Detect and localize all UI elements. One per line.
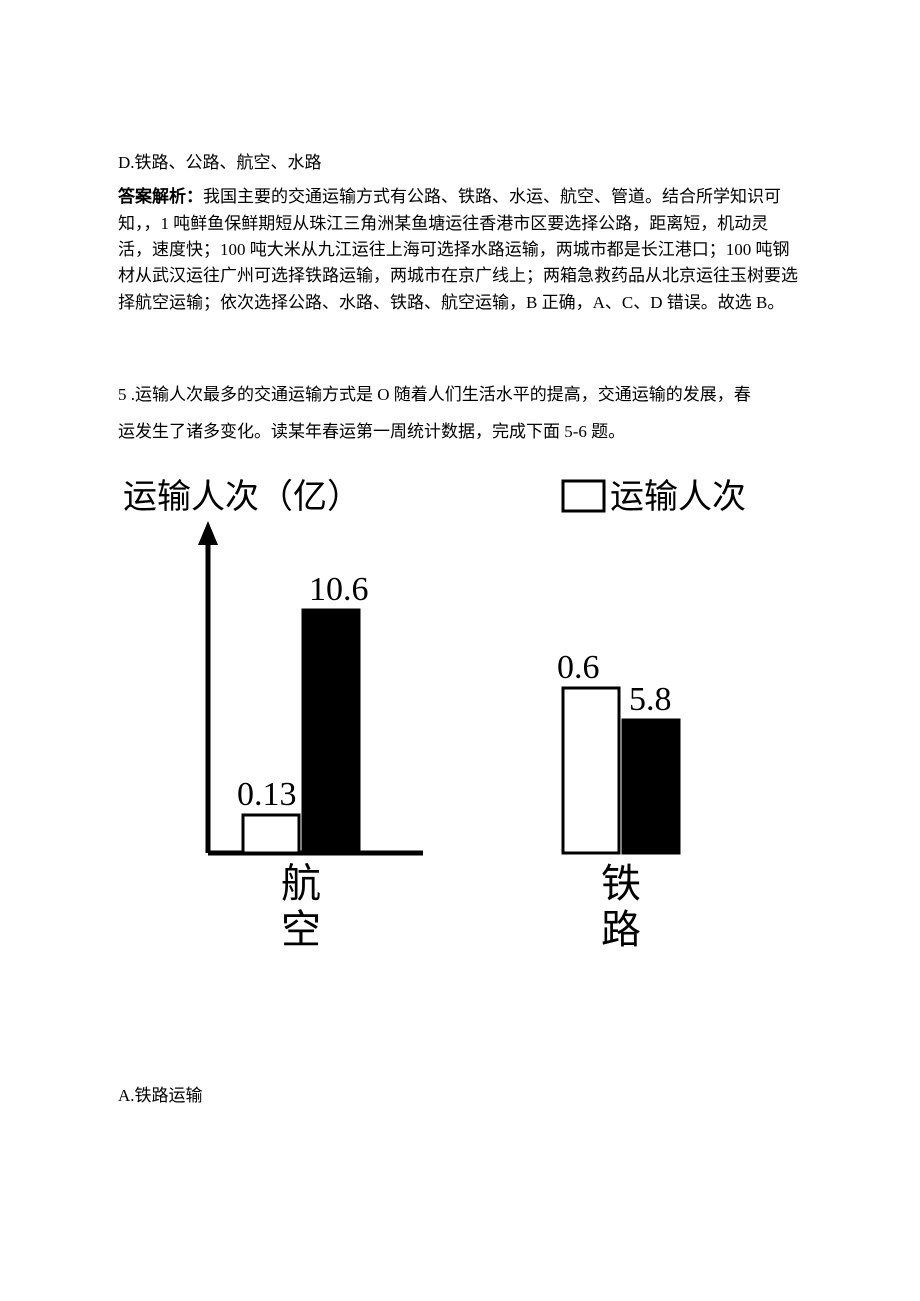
bar-value: 0.13 <box>237 776 297 813</box>
y-axis-arrow <box>198 521 218 545</box>
bar-value: 5.8 <box>629 681 672 718</box>
category-label: 空 <box>281 907 321 952</box>
answer-label: 答案解析： <box>118 187 203 206</box>
bar <box>563 688 619 853</box>
category-label: 路 <box>601 907 641 952</box>
q5-line1: 运输人次最多的交通运输方式是 O 随着人们生活水平的提高，交通运输的发展，春 <box>135 385 751 404</box>
legend-label: 运输人次 <box>610 478 746 516</box>
q5-number: 5 . <box>118 385 135 404</box>
category-label: 航 <box>281 861 321 906</box>
question-5: 5 .运输人次最多的交通运输方式是 O 随着人们生活水平的提高，交通运输的发展，… <box>118 376 802 451</box>
option-d: D.铁路、公路、航空、水路 <box>118 150 802 176</box>
chart-svg: 运输人次（亿） 运输人次 0.13 10.6 航空 0.6 5.8 铁路 <box>123 463 813 953</box>
q5-line2: 运发生了诸多变化。读某年春运第一周统计数据，完成下面 5-6 题。 <box>118 413 802 450</box>
option-a: A.铁路运输 <box>118 1083 802 1109</box>
bar <box>623 720 679 853</box>
bar-value: 0.6 <box>557 649 600 686</box>
category-label: 铁 <box>601 861 641 906</box>
answer-text: 我国主要的交通运输方式有公路、铁路、水运、航空、管道。结合所学知识可知，，1 吨… <box>118 187 798 311</box>
bar-chart: 运输人次（亿） 运输人次 0.13 10.6 航空 0.6 5.8 铁路 <box>123 463 802 953</box>
bar <box>243 815 299 853</box>
answer-block: 答案解析：我国主要的交通运输方式有公路、铁路、水运、航空、管道。结合所学知识可知… <box>118 184 802 316</box>
bar-value: 10.6 <box>309 571 369 608</box>
bar <box>303 610 359 853</box>
legend-swatch <box>563 481 604 511</box>
y-axis-label: 运输人次（亿） <box>123 478 361 516</box>
